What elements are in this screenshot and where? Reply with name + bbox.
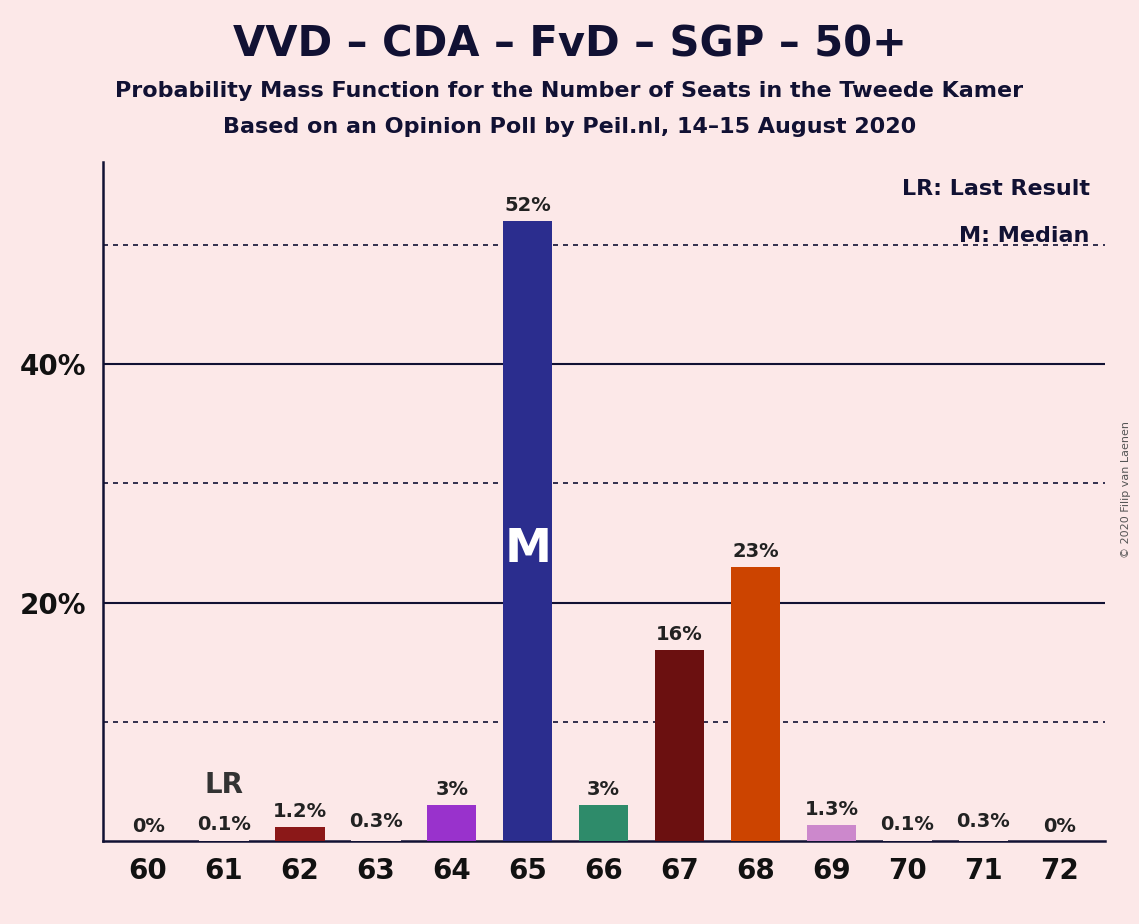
Bar (351, 837, 401, 841)
Text: LR: LR (205, 772, 244, 799)
Text: M: Median: M: Median (959, 226, 1090, 246)
Bar (579, 805, 629, 841)
Text: 52%: 52% (505, 196, 551, 215)
Text: 0.3%: 0.3% (349, 812, 403, 832)
Text: 0%: 0% (132, 817, 164, 836)
Text: VVD – CDA – FvD – SGP – 50+: VVD – CDA – FvD – SGP – 50+ (232, 23, 907, 65)
Text: 1.3%: 1.3% (804, 800, 859, 820)
Text: 0.1%: 0.1% (880, 815, 934, 833)
Bar (503, 221, 552, 841)
Text: 3%: 3% (588, 780, 620, 799)
Bar (959, 837, 1008, 841)
Bar (883, 840, 932, 841)
Bar (199, 840, 248, 841)
Text: 23%: 23% (732, 541, 779, 561)
Text: Probability Mass Function for the Number of Seats in the Tweede Kamer: Probability Mass Function for the Number… (115, 81, 1024, 102)
Bar (427, 805, 476, 841)
Text: 0%: 0% (1043, 817, 1075, 836)
Text: 1.2%: 1.2% (273, 802, 327, 821)
Bar (806, 825, 857, 841)
Bar (655, 650, 704, 841)
Bar (276, 827, 325, 841)
Text: 0.1%: 0.1% (197, 815, 251, 833)
Text: Based on an Opinion Poll by Peil.nl, 14–15 August 2020: Based on an Opinion Poll by Peil.nl, 14–… (223, 117, 916, 138)
Text: M: M (505, 528, 551, 572)
Text: © 2020 Filip van Laenen: © 2020 Filip van Laenen (1121, 421, 1131, 558)
Text: 16%: 16% (656, 626, 703, 644)
Text: LR: Last Result: LR: Last Result (902, 178, 1090, 199)
Text: 3%: 3% (435, 780, 468, 799)
Text: 0.3%: 0.3% (957, 812, 1010, 832)
Bar (731, 566, 780, 841)
